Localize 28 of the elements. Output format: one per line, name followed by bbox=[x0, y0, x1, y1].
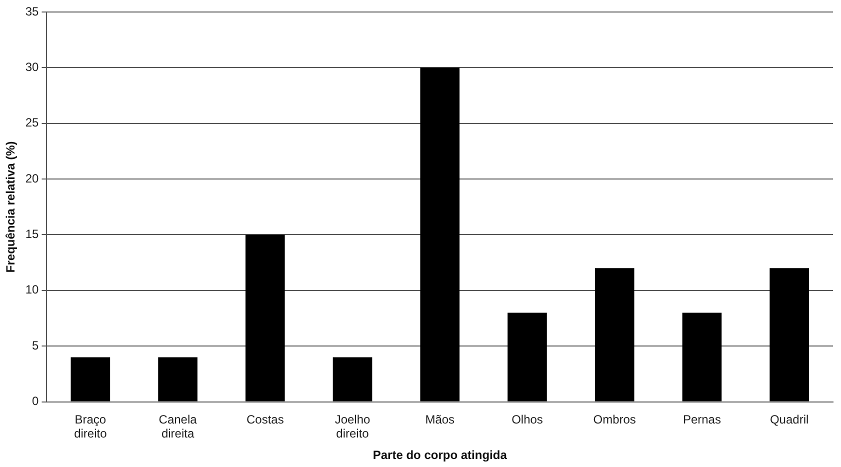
bar bbox=[332, 357, 372, 402]
y-tick-label: 5 bbox=[32, 338, 40, 352]
y-tick-label: 0 bbox=[32, 394, 40, 408]
bar bbox=[158, 357, 198, 402]
y-tick-label: 20 bbox=[25, 171, 40, 186]
x-tick-label: Quadril bbox=[770, 412, 809, 426]
y-tick-label: 10 bbox=[25, 282, 40, 297]
bar bbox=[70, 357, 110, 402]
y-tick-label: 35 bbox=[25, 4, 40, 18]
bar bbox=[770, 268, 809, 402]
x-tick-label: Canela direita bbox=[158, 412, 198, 441]
y-axis-title: Frequência relativa (%) bbox=[4, 141, 18, 273]
x-tick-label: Ombros bbox=[593, 412, 636, 426]
x-tick-label: Costas bbox=[246, 412, 284, 426]
y-tick-label: 15 bbox=[25, 227, 40, 242]
bar bbox=[245, 234, 285, 402]
x-tick-label: Olhos bbox=[512, 412, 543, 426]
x-tick-label: Joelho direito bbox=[334, 412, 371, 441]
bar bbox=[508, 312, 547, 402]
x-tick-label: Mãos bbox=[425, 412, 455, 426]
y-tick-label: 30 bbox=[25, 60, 40, 74]
bar bbox=[420, 68, 460, 402]
bar bbox=[594, 268, 634, 402]
bar bbox=[682, 312, 722, 402]
x-axis-title: Parte do corpo atingida bbox=[372, 448, 508, 462]
x-tick-label: Braço direito bbox=[74, 412, 108, 441]
y-tick-label: 25 bbox=[25, 116, 40, 130]
x-tick-label: Pernas bbox=[682, 412, 721, 426]
